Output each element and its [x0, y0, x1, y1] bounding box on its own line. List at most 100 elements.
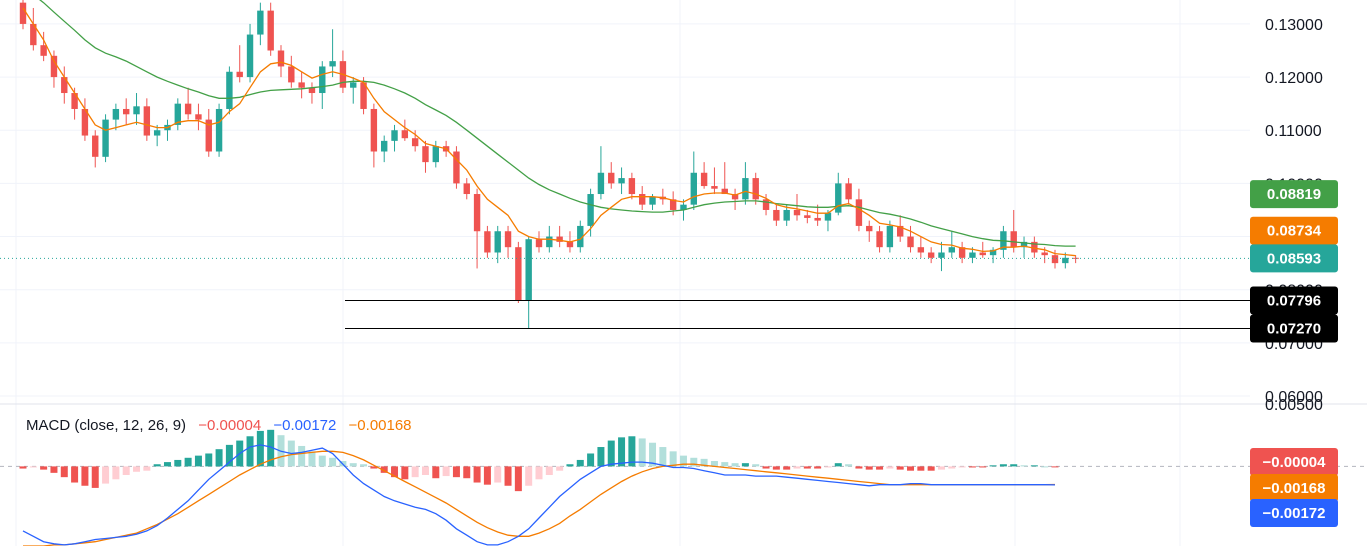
macd-histogram-bar: [514, 466, 522, 492]
candle: [597, 146, 605, 200]
candle: [205, 108, 212, 157]
macd-histogram-bar: [772, 466, 780, 470]
macd-histogram-bar: [752, 464, 760, 467]
candle-body: [721, 188, 728, 195]
candle-body: [711, 186, 718, 189]
macd-legend-macd: −0.00172: [273, 417, 337, 434]
macd-histogram-bar: [267, 429, 275, 467]
macd-legend[interactable]: MACD (close, 12, 26, 9) −0.00004 −0.0017…: [26, 417, 420, 434]
candle-body: [463, 183, 470, 195]
candle-body: [246, 34, 254, 78]
candle-body: [153, 130, 161, 136]
candle: [866, 220, 873, 242]
macd-histogram-bar: [865, 466, 873, 470]
candle: [577, 220, 584, 253]
candle: [153, 124, 161, 147]
macd-histogram-bar: [649, 442, 657, 467]
price-axis[interactable]: 0.130000.120000.110000.100000.090000.080…: [1265, 17, 1323, 414]
candle-body: [133, 106, 140, 115]
macd-histogram-bar: [690, 457, 698, 467]
candle: [473, 188, 481, 269]
macd-histogram-bar: [380, 466, 388, 473]
last-price-badge-label: 0.08593: [1267, 250, 1321, 267]
macd-legend-histogram: −0.00004: [198, 417, 262, 434]
candle-body: [948, 247, 955, 253]
candle: [628, 172, 636, 200]
candle: [989, 247, 997, 264]
candle: [731, 188, 739, 210]
macd-histogram-bar: [184, 457, 192, 467]
candle-body: [298, 82, 305, 88]
candle-body: [411, 138, 419, 147]
candle-body: [628, 178, 636, 195]
macd-histogram-bar: [525, 466, 533, 486]
macd-histogram-bar: [876, 466, 884, 470]
candle-body: [525, 239, 532, 301]
candle-body: [969, 252, 976, 258]
macd-histogram-bar: [91, 466, 99, 488]
macd-histogram: [19, 429, 1059, 492]
macd-histogram-bar: [710, 461, 718, 467]
candle-body: [814, 217, 821, 221]
horizontal-levels[interactable]: [345, 300, 1250, 330]
macd-signal-line: [23, 450, 1056, 546]
macd-histogram-bar: [102, 466, 110, 484]
candle: [721, 162, 728, 195]
candle-body: [1031, 241, 1038, 253]
macd-histogram-bar: [679, 455, 687, 467]
candle-body: [907, 236, 914, 248]
candle: [618, 167, 625, 195]
candle-body: [61, 77, 68, 94]
candle-body: [845, 183, 852, 200]
macd-histogram-bar: [215, 449, 223, 467]
candle-body: [979, 252, 986, 256]
level-low-badge: 0.07270: [1250, 314, 1338, 343]
candle: [50, 50, 58, 88]
moving-averages: [22, 0, 1076, 257]
macd-histogram-bar: [545, 466, 553, 475]
candle: [608, 162, 615, 189]
macd-histogram-bar: [360, 464, 368, 467]
macd-histogram-bar: [133, 466, 141, 472]
candle-body: [535, 239, 543, 248]
macd-signal-badge-label: −0.00168: [1263, 480, 1326, 497]
candle-body: [546, 236, 553, 248]
candle: [886, 220, 894, 253]
pane-separator: [0, 403, 1367, 467]
macd-histogram-bar: [1010, 464, 1018, 467]
candle-body: [742, 178, 749, 200]
candle-body: [319, 66, 326, 94]
candle-body: [123, 108, 130, 115]
candle-body: [917, 247, 925, 253]
candle-body: [112, 108, 120, 120]
candle: [814, 204, 821, 226]
candle: [855, 188, 863, 232]
macd-histogram-bar: [483, 466, 491, 485]
level-low-badge-bg: [1250, 314, 1338, 343]
macd-histogram-bar: [762, 466, 770, 469]
candle-body: [866, 225, 873, 232]
price-tick-label: 0.12000: [1265, 70, 1323, 87]
candle-body: [597, 172, 605, 195]
macd-top-tick-label: 0.00500: [1265, 397, 1323, 414]
macd-histogram-bar: [937, 466, 945, 470]
candle-body: [308, 87, 316, 94]
candle: [938, 241, 945, 272]
macd-histogram-bar: [907, 466, 915, 471]
macd-histogram-bar: [587, 453, 595, 467]
candle: [927, 247, 935, 264]
macd-histogram-bar: [886, 466, 894, 469]
candle: [783, 204, 790, 226]
macd-histogram-bar: [597, 447, 605, 467]
ma-fast-badge-label: 0.08734: [1267, 223, 1322, 240]
candle: [639, 186, 646, 210]
candle: [556, 225, 563, 248]
macd-hist-badge: −0.00004: [1250, 448, 1338, 476]
macd-histogram-bar: [194, 455, 202, 467]
ma-fast-badge-bg: [1250, 216, 1338, 245]
macd-histogram-bar: [81, 466, 89, 486]
macd-histogram-bar: [463, 466, 471, 479]
candle: [700, 162, 708, 189]
ma-fast-badge: 0.08734: [1250, 216, 1338, 245]
